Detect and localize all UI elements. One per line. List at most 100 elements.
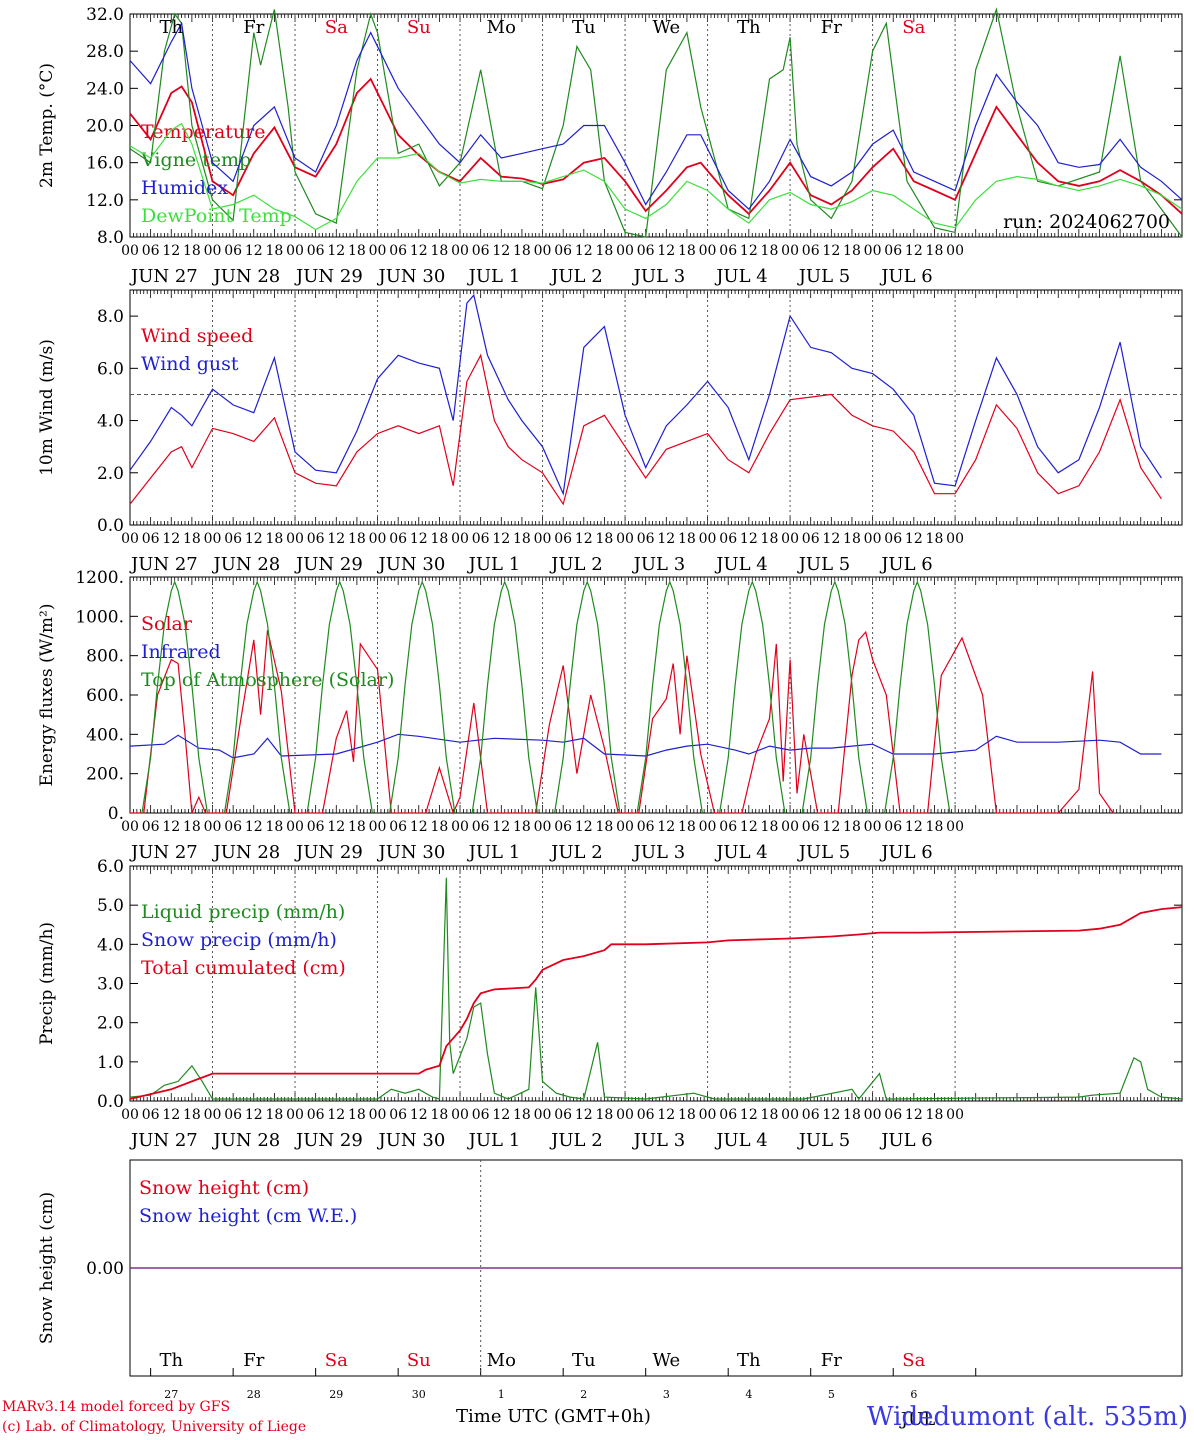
y-tick-label: 600.: [86, 686, 124, 706]
hour-tick-label: 06: [802, 243, 820, 259]
y-tick-label: 1.0: [97, 1053, 124, 1073]
hour-tick-label: 00: [204, 243, 222, 259]
hour-tick-label: 06: [389, 1107, 407, 1123]
series-line-toa: [306, 580, 373, 814]
hour-tick-label: 18: [596, 243, 614, 259]
hour-tick-label: 06: [884, 819, 902, 835]
hour-tick-label: 06: [802, 819, 820, 835]
y-tick-label: 8.0: [97, 307, 124, 327]
hour-tick-label: 12: [905, 531, 923, 547]
hour-tick-label: 12: [492, 819, 510, 835]
hour-tick-label: 06: [719, 819, 737, 835]
hour-tick-label: 18: [348, 819, 366, 835]
hour-tick-label: 06: [472, 243, 490, 259]
y-tick-label: 4.0: [97, 935, 124, 955]
snow-weekday-label: Th: [159, 1350, 183, 1371]
hour-tick-label: 12: [822, 1107, 840, 1123]
hour-tick-label: 00: [286, 1107, 304, 1123]
hour-tick-label: 06: [884, 243, 902, 259]
hour-tick-label: 12: [162, 243, 180, 259]
hour-tick-label: 00: [451, 819, 469, 835]
panel-frame: [129, 576, 1183, 814]
hour-tick-label: 12: [162, 1107, 180, 1123]
hour-tick-label: 00: [121, 819, 139, 835]
hour-tick-label: 00: [864, 1107, 882, 1123]
day-date-label: JUL 4: [714, 842, 768, 863]
day-date-label: JUL 6: [879, 842, 933, 863]
snow-day-number: 3: [663, 1388, 670, 1401]
series-line-toa: [554, 580, 621, 814]
day-date-label: JUL 6: [879, 266, 933, 287]
hour-tick-label: 12: [245, 243, 263, 259]
series-line-toa: [141, 580, 208, 814]
day-date-label: JUN 27: [129, 266, 198, 287]
day-date-label: JUN 29: [294, 554, 363, 575]
y-tick-label: 2.0: [97, 1014, 124, 1034]
hour-tick-label: 12: [905, 1107, 923, 1123]
series-line-toa: [636, 580, 703, 814]
series-line-toa: [223, 580, 291, 814]
day-date-label: JUL 2: [549, 1130, 603, 1151]
day-date-label: JUN 30: [377, 554, 446, 575]
hour-tick-label: 06: [224, 819, 242, 835]
snow-weekday-label: Mo: [487, 1350, 516, 1371]
hour-tick-label: 06: [142, 531, 160, 547]
y-tick-label: 20.0: [86, 117, 124, 137]
hour-tick-label: 06: [307, 1107, 325, 1123]
day-date-label: JUL 5: [797, 266, 851, 287]
weekday-label: Fr: [821, 17, 842, 38]
hour-tick-label: 18: [596, 531, 614, 547]
hour-tick-label: 00: [781, 819, 799, 835]
day-date-label: JUN 30: [377, 266, 446, 287]
y-tick-label: 28.0: [86, 42, 124, 62]
weekday-label: Tu: [572, 17, 596, 38]
hour-tick-label: 00: [286, 243, 304, 259]
hour-tick-label: 18: [926, 1107, 944, 1123]
month-label: JUL: [899, 1409, 935, 1430]
snow-weekday-label: Tu: [572, 1350, 596, 1371]
hour-tick-label: 18: [678, 1107, 696, 1123]
hour-tick-label: 06: [884, 1107, 902, 1123]
hour-tick-label: 06: [307, 819, 325, 835]
day-date-label: JUL 4: [714, 266, 768, 287]
snow-day-number: 4: [745, 1388, 752, 1401]
hour-tick-label: 00: [864, 531, 882, 547]
legend-entry: Temperature: [141, 121, 265, 143]
day-date-label: JUN 28: [212, 842, 281, 863]
run-label: run: 2024062700: [1003, 211, 1170, 233]
panel-frame: [129, 289, 1183, 526]
day-date-label: JUN 28: [212, 1130, 281, 1151]
snow-day-number: 1: [498, 1388, 505, 1401]
day-date-label: JUL 5: [797, 842, 851, 863]
y-tick-label: 32.0: [86, 5, 124, 25]
series-line-0: [129, 877, 1183, 1100]
hour-tick-label: 18: [430, 1107, 448, 1123]
hour-tick-label: 18: [430, 531, 448, 547]
hour-tick-label: 12: [410, 819, 428, 835]
hour-tick-label: 12: [492, 243, 510, 259]
hour-tick-label: 06: [637, 243, 655, 259]
snow-day-number: 27: [164, 1388, 178, 1401]
hour-tick-label: 18: [183, 243, 201, 259]
hour-tick-label: 12: [327, 819, 345, 835]
hour-tick-label: 06: [307, 243, 325, 259]
y-tick-label: 5.0: [97, 896, 124, 916]
model-credit: MARv3.14 model forced by GFS: [2, 1399, 231, 1415]
day-date-label: JUL 4: [714, 554, 768, 575]
hour-tick-label: 00: [781, 243, 799, 259]
hour-tick-label: 06: [637, 1107, 655, 1123]
hour-tick-label: 18: [348, 531, 366, 547]
day-date-label: JUL 4: [714, 1130, 768, 1151]
day-date-label: JUL 1: [467, 266, 521, 287]
day-date-label: JUL 1: [467, 554, 521, 575]
y-tick-label: 6.0: [97, 857, 124, 877]
hour-tick-label: 18: [265, 243, 283, 259]
day-date-label: JUN 28: [212, 554, 281, 575]
hour-tick-label: 00: [699, 531, 717, 547]
hour-tick-label: 00: [534, 243, 552, 259]
weekday-label: Su: [407, 17, 431, 38]
hour-tick-label: 06: [142, 819, 160, 835]
hour-tick-label: 00: [204, 1107, 222, 1123]
snow-weekday-label: Fr: [821, 1350, 842, 1371]
hour-tick-label: 12: [327, 1107, 345, 1123]
